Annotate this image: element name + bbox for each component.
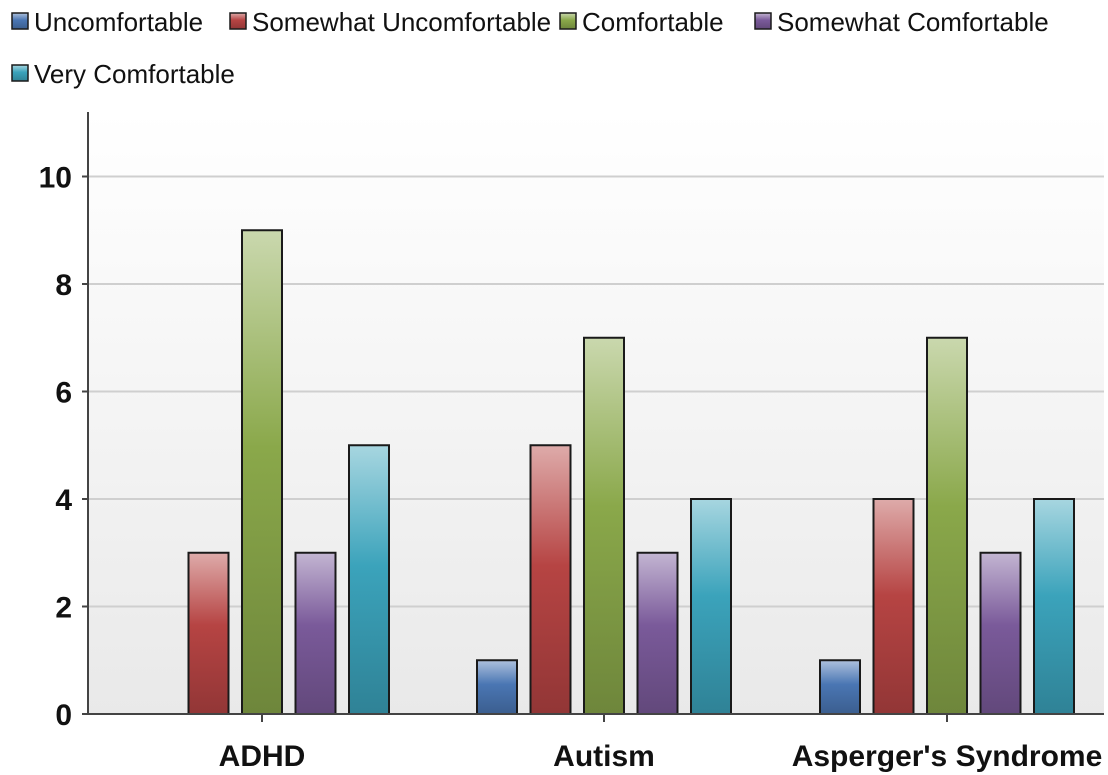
legend-item-very-comfortable[interactable]: Very Comfortable [11,59,235,89]
legend-label: Very Comfortable [34,59,235,89]
bar-adhd-comfortable[interactable] [241,229,283,715]
y-tick-label-2: 2 [55,592,72,625]
bar-asperger-s-syndrome-uncomfortable[interactable] [819,659,861,715]
y-tick-label-6: 6 [55,377,72,410]
legend-item-somewhat-comfortable[interactable]: Somewhat Comfortable [754,7,1049,37]
legend-swatch [11,64,29,82]
bar-autism-somewhat-uncomfortable[interactable] [529,444,572,715]
legend-swatch [754,12,772,30]
bars-group [187,229,1075,715]
legend-swatch [11,12,29,30]
bar-adhd-somewhat-comfortable[interactable] [294,551,337,715]
bar-autism-somewhat-comfortable[interactable] [636,551,679,715]
y-tick-label-10: 10 [39,162,72,195]
legend-item-comfortable[interactable]: Comfortable [559,7,724,37]
x-axis-categories: ADHD Autism Asperger's Syndrome [219,714,1103,773]
bar-autism-very-comfortable[interactable] [690,498,732,715]
legend-label: Uncomfortable [34,7,203,37]
bar-autism-comfortable[interactable] [583,336,625,715]
bar-asperger-s-syndrome-comfortable[interactable] [926,336,968,715]
y-tick-label-4: 4 [55,484,72,517]
bar-asperger-s-syndrome-very-comfortable[interactable] [1033,498,1075,715]
bar-asperger-s-syndrome-somewhat-uncomfortable[interactable] [872,498,915,715]
legend-label: Somewhat Uncomfortable [252,7,551,37]
legend-item-somewhat-uncomfortable[interactable]: Somewhat Uncomfortable [229,7,551,37]
category-label-autism: Autism [553,740,655,773]
legend-label: Somewhat Comfortable [777,7,1049,37]
category-label-adhd: ADHD [219,740,306,773]
bar-asperger-s-syndrome-somewhat-comfortable[interactable] [979,551,1022,715]
y-axis-ticks: 0 2 4 6 8 10 [39,162,88,732]
y-tick-label-0: 0 [55,699,72,732]
legend-label: Comfortable [582,7,724,37]
legend-swatch [229,12,247,30]
y-tick-label-8: 8 [55,269,72,302]
category-label-asperger-s-syndrome: Asperger's Syndrome [792,740,1103,773]
legend-swatch [559,12,577,30]
bar-adhd-very-comfortable[interactable] [348,444,390,715]
bar-autism-uncomfortable[interactable] [476,659,518,715]
legend[interactable]: Uncomfortable Somewhat Uncomfortable Comfo… [11,7,1049,89]
bar-adhd-somewhat-uncomfortable[interactable] [187,551,230,715]
legend-item-uncomfortable[interactable]: Uncomfortable [11,7,203,37]
axes [87,112,1104,715]
